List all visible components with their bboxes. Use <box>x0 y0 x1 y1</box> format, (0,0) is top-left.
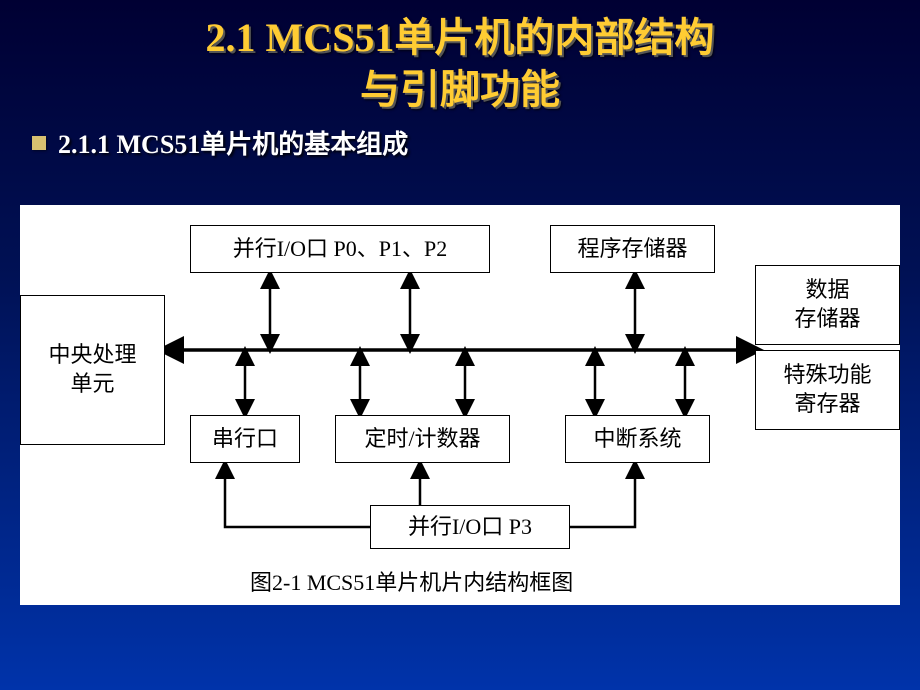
node-sfr: 特殊功能 寄存器 <box>755 350 900 430</box>
subtitle-row: 2.1.1 MCS51单片机的基本组成 <box>32 124 920 161</box>
node-data-memory: 数据 存储器 <box>755 265 900 345</box>
title-line2: 与引脚功能 <box>360 67 560 112</box>
node-serial: 串行口 <box>190 415 300 463</box>
node-cpu: 中央处理 单元 <box>20 295 165 445</box>
title-line1: 2.1 MCS51单片机的内部结构 <box>206 15 715 60</box>
node-program-memory: 程序存储器 <box>550 225 715 273</box>
bullet-icon <box>32 136 46 150</box>
diagram: 中央处理 单元 并行I/O口 P0、P1、P2 程序存储器 数据 存储器 特殊功… <box>20 205 900 605</box>
node-timer: 定时/计数器 <box>335 415 510 463</box>
node-interrupt: 中断系统 <box>565 415 710 463</box>
slide-subtitle: 2.1.1 MCS51单片机的基本组成 <box>58 124 408 161</box>
diagram-caption: 图2-1 MCS51单片机片内结构框图 <box>250 565 573 597</box>
slide-title: 2.1 MCS51单片机的内部结构 与引脚功能 <box>0 0 920 116</box>
node-io-bottom: 并行I/O口 P3 <box>370 505 570 549</box>
node-io-top: 并行I/O口 P0、P1、P2 <box>190 225 490 273</box>
